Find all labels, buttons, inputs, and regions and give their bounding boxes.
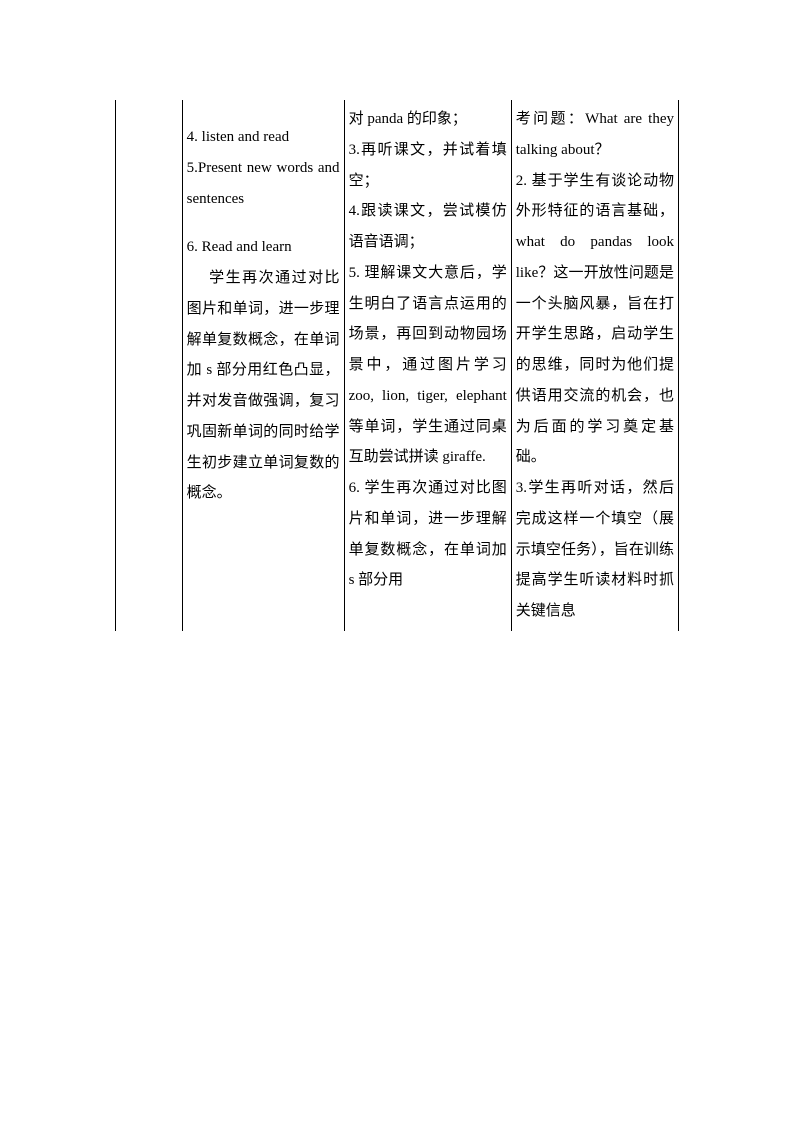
- paragraph: 对 panda 的印象；: [349, 104, 507, 135]
- paragraph: 6. 学生再次通过对比图片和单词，进一步理解单复数概念，在单词加 s 部分用: [349, 473, 507, 596]
- paragraph: 4.跟读课文，尝试模仿语音语调；: [349, 196, 507, 258]
- lesson-plan-table: 4. listen and read 5.Present new words a…: [115, 100, 679, 631]
- table-cell-col2: 4. listen and read 5.Present new words a…: [182, 100, 344, 631]
- paragraph: 3.学生再听对话，然后完成这样一个填空（展示填空任务），旨在训练提高学生听读材料…: [516, 473, 674, 627]
- table-cell-col3: 对 panda 的印象； 3.再听课文，并试着填空； 4.跟读课文，尝试模仿语音…: [344, 100, 511, 631]
- table-row: 4. listen and read 5.Present new words a…: [116, 100, 679, 631]
- paragraph: 2. 基于学生有谈论动物外形特征的语言基础，what do pandas loo…: [516, 166, 674, 474]
- document-page: 4. listen and read 5.Present new words a…: [0, 0, 794, 1123]
- paragraph: 5.Present new words and sentences: [187, 153, 340, 215]
- paragraph: 5. 理解课文大意后，学生明白了语言点运用的场景，再回到动物园场景中，通过图片学…: [349, 258, 507, 473]
- paragraph: 3.再听课文，并试着填空；: [349, 135, 507, 197]
- table-cell-col1: [116, 100, 183, 631]
- paragraph: 6. Read and learn: [187, 232, 340, 263]
- paragraph: 学生再次通过对比图片和单词，进一步理解单复数概念，在单词加 s 部分用红色凸显，…: [187, 263, 340, 509]
- table-cell-col4: 考问题：What are they talking about？ 2. 基于学生…: [511, 100, 678, 631]
- paragraph: 4. listen and read: [187, 122, 340, 153]
- paragraph: 考问题：What are they talking about？: [516, 104, 674, 166]
